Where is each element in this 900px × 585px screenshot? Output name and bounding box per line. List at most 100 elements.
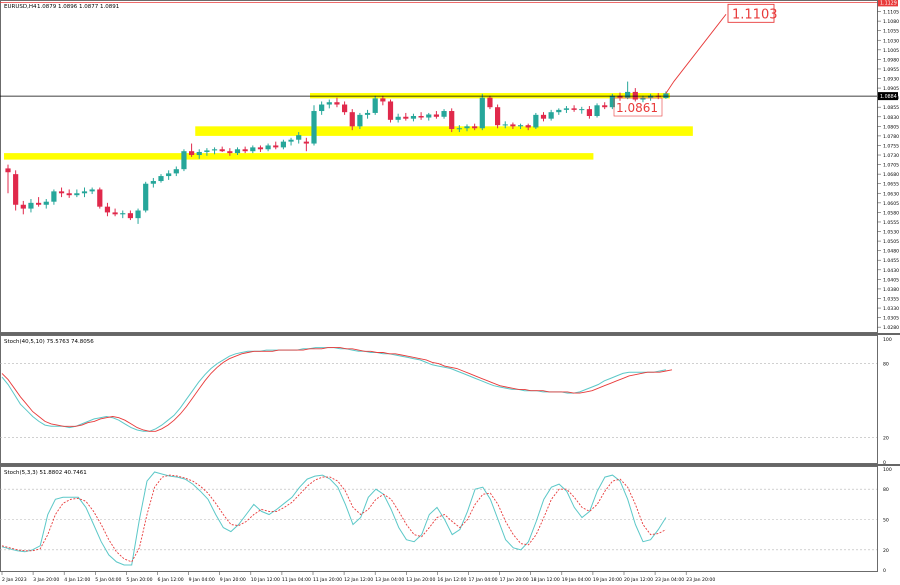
candle-body xyxy=(5,168,11,173)
stoch1-label: Stoch(40,5,10) 75.5763 74.8056 xyxy=(4,339,94,345)
symbol-label: EURUSD,H4 xyxy=(4,4,37,10)
candle-body xyxy=(342,104,348,113)
time-axis: 2 Jan 2023 3 Jan 20:00 4 Jan 12:00 5 Jan 04… xyxy=(1,572,715,583)
candle-body xyxy=(326,102,332,105)
candle-body xyxy=(395,116,401,120)
stoch-level-label: 0 xyxy=(883,568,886,574)
resistance-price-tag xyxy=(878,0,898,7)
price-tick-label: 1.0605 xyxy=(883,201,899,207)
current-price-tag xyxy=(878,92,898,101)
stoch1-panel-frame xyxy=(0,335,878,464)
target-price-box xyxy=(727,3,775,23)
candle-body xyxy=(127,213,133,219)
stoch-level-label: 100 xyxy=(883,467,892,473)
candle-body xyxy=(525,125,531,128)
chart-overlays[interactable]: 1.0884 1.1129 1.1103 1.0861 xyxy=(0,0,898,117)
candle-body xyxy=(13,174,19,205)
candle-body xyxy=(51,191,57,202)
price-tick-label: 1.0980 xyxy=(883,57,899,63)
price-tick-label: 1.0905 xyxy=(883,86,899,92)
candle-body xyxy=(586,109,592,117)
price-tick-label: 1.0830 xyxy=(883,115,899,121)
candle-body xyxy=(418,116,424,118)
time-tick-label: 16 Jan 12:00 xyxy=(437,577,466,583)
price-tick-label: 1.0280 xyxy=(883,325,899,331)
time-tick-label: 4 Jan 12:00 xyxy=(64,577,90,583)
current-price-tag-label: 1.0884 xyxy=(880,94,897,100)
candle-body xyxy=(58,191,65,194)
time-tick-label: 17 Jan 04:00 xyxy=(469,577,498,583)
price-tick-label: 1.0930 xyxy=(883,77,899,83)
stoch-signal-line xyxy=(1,474,667,563)
stoch-level-label: 0 xyxy=(883,460,886,466)
price-tick-label: 1.0380 xyxy=(883,287,899,293)
candle-body xyxy=(510,124,516,127)
price-axis: 1.1105 1.1080 1.1055 1.1030 1.1005 1.0980 1.09… xyxy=(877,10,899,331)
price-tick-label: 1.1055 xyxy=(883,29,899,35)
candle-body xyxy=(196,151,202,156)
support-zone[interactable] xyxy=(195,126,693,136)
candle-body xyxy=(257,147,264,150)
candle-body xyxy=(517,125,524,127)
candle-body xyxy=(479,97,485,129)
candle-body xyxy=(135,210,141,219)
candle-body xyxy=(349,112,355,127)
price-tick-label: 1.0805 xyxy=(883,124,899,130)
candle-body xyxy=(456,128,462,130)
candle-body xyxy=(250,147,256,152)
candle-body xyxy=(227,151,233,154)
stoch-level-label: 20 xyxy=(883,435,889,441)
candle-body xyxy=(166,173,172,177)
price-tick-label: 1.0480 xyxy=(883,249,899,255)
time-tick-label: 5 Jan 04:00 xyxy=(95,577,121,583)
candle-body xyxy=(189,151,195,156)
price-tick-label: 1.1080 xyxy=(883,19,899,25)
candle-body xyxy=(319,104,325,112)
stochastic-40-5-10: 100 80 20 0 xyxy=(0,337,892,466)
candle-body xyxy=(296,135,302,140)
candle-body xyxy=(20,204,26,209)
candle-body xyxy=(81,191,88,194)
price-tick-label: 1.0730 xyxy=(883,153,899,159)
price-tick-label: 1.0530 xyxy=(883,230,899,236)
price-label-box xyxy=(613,97,663,117)
time-tick-label: 3 Jan 20:00 xyxy=(33,577,59,583)
stoch2-panel-frame xyxy=(0,466,878,572)
candle-body xyxy=(617,95,623,98)
price-tick-label: 1.0555 xyxy=(883,220,899,226)
candle-body xyxy=(495,107,501,126)
price-tick-label: 1.1005 xyxy=(883,48,899,54)
resistance-price-tag-label: 1.1129 xyxy=(880,0,897,6)
candle-body xyxy=(273,145,279,148)
candle-body xyxy=(204,150,210,152)
candle-body xyxy=(502,124,508,126)
candle-body xyxy=(74,193,80,196)
time-tick-label: 12 Jan 12:00 xyxy=(344,577,373,583)
price-tick-label: 1.0330 xyxy=(883,306,899,312)
candle-body xyxy=(112,212,118,215)
time-tick-label: 11 Jan 20:00 xyxy=(313,577,342,583)
candle-body xyxy=(311,111,317,144)
price-tick-label: 1.0505 xyxy=(883,239,899,245)
stochastic-5-3-3: 100 80 50 20 0 xyxy=(0,467,892,574)
candle-body xyxy=(540,114,547,119)
candle-body xyxy=(548,112,554,119)
candle-body xyxy=(563,108,570,110)
candle-body xyxy=(487,97,493,108)
candle-body xyxy=(181,151,187,170)
candle-body xyxy=(66,193,72,196)
price-tick-label: 1.0430 xyxy=(883,268,899,274)
price-tick-label: 1.0455 xyxy=(883,258,899,264)
support-zone[interactable] xyxy=(4,153,594,160)
stoch-level-label: 100 xyxy=(883,337,892,343)
candle-body xyxy=(380,98,386,102)
candle-body xyxy=(433,114,439,117)
price-tick-label: 1.0305 xyxy=(883,316,899,322)
candle-body xyxy=(556,109,562,113)
price-tick-label: 1.0705 xyxy=(883,163,899,169)
candle-body xyxy=(43,201,49,205)
candle-body xyxy=(372,98,378,113)
candle-body xyxy=(594,105,600,117)
time-tick-label: 13 Jan 04:00 xyxy=(375,577,404,583)
